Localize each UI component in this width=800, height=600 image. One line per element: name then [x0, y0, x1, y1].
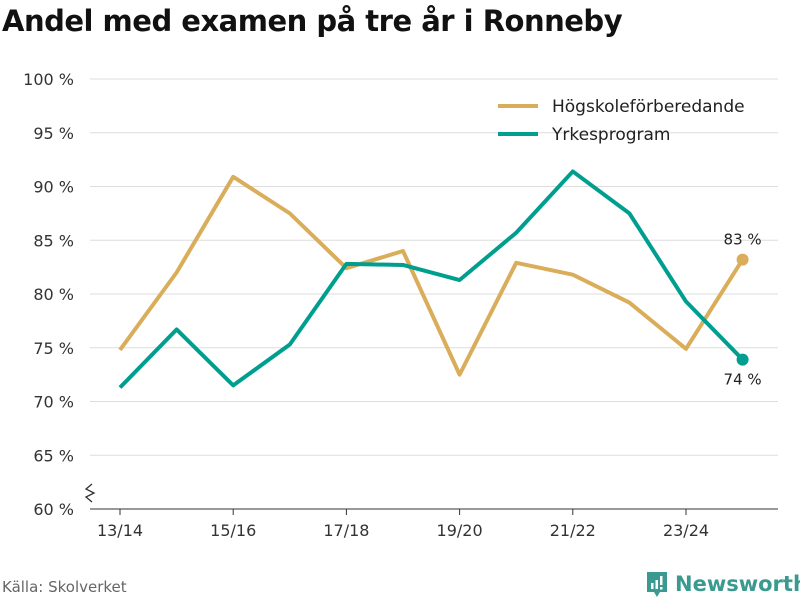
y-tick-label: 85 %	[33, 231, 74, 250]
axis-break-icon	[84, 483, 96, 503]
y-tick-label: 70 %	[33, 393, 74, 412]
y-tick-label: 65 %	[33, 446, 74, 465]
y-tick-label: 95 %	[33, 124, 74, 143]
y-tick-label: 60 %	[33, 500, 74, 519]
x-tick-label: 23/24	[663, 521, 709, 540]
x-tick-label: 15/16	[210, 521, 256, 540]
end-label-1: 74 %	[724, 371, 762, 389]
legend-label-1: Yrkesprogram	[551, 125, 671, 145]
bar-chart-logo-icon	[647, 572, 667, 597]
source-text: Källa: Skolverket	[2, 578, 127, 596]
chart-title: Andel med examen på tre år i Ronneby	[2, 4, 623, 38]
series-line-0	[118, 174, 745, 377]
x-tick-label: 19/20	[437, 521, 483, 540]
x-tick-label: 21/22	[550, 521, 596, 540]
y-tick-label: 80 %	[33, 285, 74, 304]
series-line-1	[118, 169, 745, 389]
end-label-0: 83 %	[724, 231, 762, 249]
y-tick-label: 100 %	[23, 70, 74, 89]
end-point-0	[736, 253, 749, 266]
x-tick-label: 17/18	[323, 521, 369, 540]
y-tick-label: 75 %	[33, 339, 74, 358]
brand-name: Newsworthy	[675, 572, 800, 596]
x-tick-label: 13/14	[97, 521, 143, 540]
newsworthy-logo: Newsworthy	[645, 570, 800, 598]
end-point-1	[736, 353, 749, 366]
legend-label-0: Högskoleförberedande	[552, 97, 745, 117]
y-tick-label: 90 %	[33, 178, 74, 197]
